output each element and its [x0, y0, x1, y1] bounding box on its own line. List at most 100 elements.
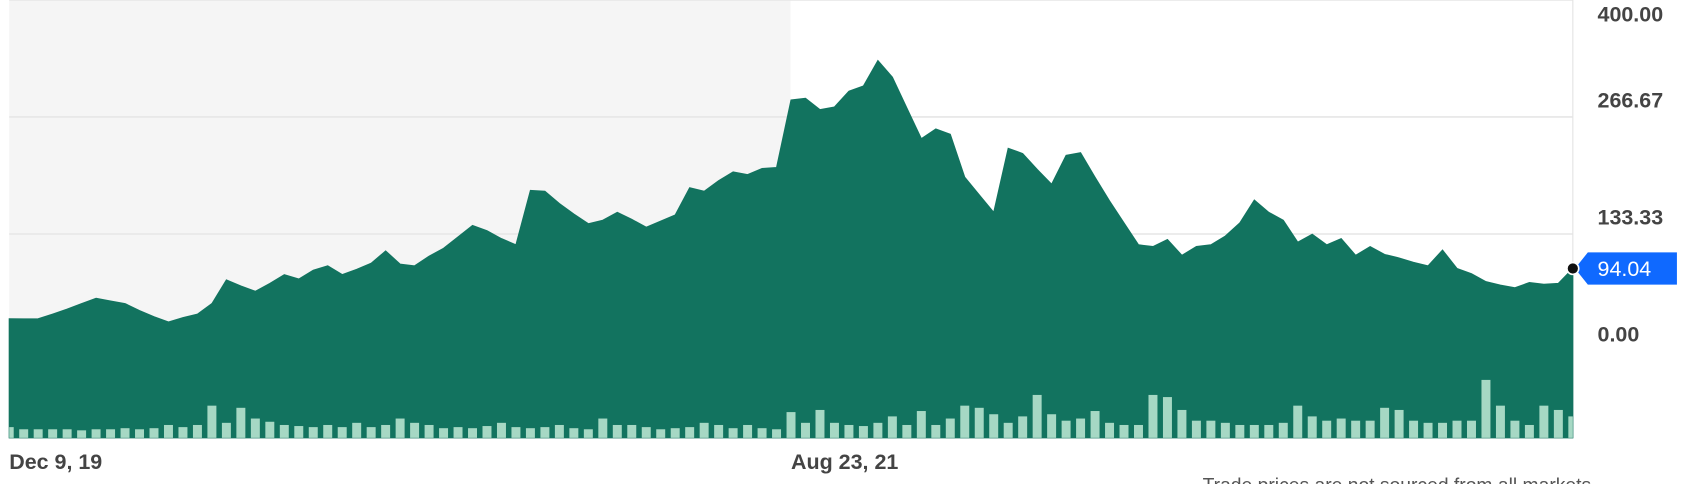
volume-bar [1322, 420, 1332, 438]
volume-bar [1293, 405, 1303, 438]
x-tick-label: Dec 9, 19 [9, 450, 102, 474]
volume-bar [554, 424, 564, 438]
y-tick-label: 133.33 [1598, 205, 1664, 229]
volume-bar [728, 428, 738, 438]
volume-bar [250, 418, 260, 438]
volume-bar [1119, 424, 1129, 438]
y-tick-label: 400.00 [1598, 2, 1664, 26]
volume-bar [1235, 424, 1245, 438]
price-area [8, 59, 1574, 439]
volume-bar [1510, 420, 1520, 438]
volume-bar [1365, 420, 1375, 438]
volume-bar [1148, 394, 1158, 438]
volume-bar [1380, 407, 1390, 438]
volume-bar [294, 426, 304, 438]
volume-bar [149, 428, 159, 438]
volume-bar [9, 427, 14, 438]
volume-bar [1177, 409, 1187, 438]
volume-bar [786, 412, 796, 438]
axes: 0.00 133.33 266.67 400.00 Dec 9, 19 Aug 23, 2… [9, 2, 1677, 474]
volume-bar [945, 418, 955, 438]
volume-bar [77, 430, 87, 438]
volume-bar [352, 422, 362, 438]
volume-bar [916, 411, 926, 438]
volume-bar [960, 405, 970, 438]
volume-bar [1423, 422, 1433, 438]
volume-bar [743, 424, 753, 438]
volume-bar [1278, 422, 1288, 438]
volume-bar [801, 422, 810, 438]
volume-bar [178, 427, 188, 438]
volume-bar [1481, 379, 1491, 438]
volume-bar [670, 428, 680, 438]
volume-bar [1105, 422, 1115, 438]
volume-bar [511, 427, 521, 438]
volume-bar [1351, 420, 1361, 438]
volume-bar [583, 429, 593, 438]
volume-bar [1018, 416, 1028, 438]
volume-bar [279, 424, 289, 438]
volume-bar [1047, 414, 1057, 438]
volume-bar [1539, 405, 1549, 438]
volume-bar [1524, 424, 1534, 438]
volume-bar [381, 424, 391, 438]
volume-bar [120, 428, 130, 438]
volume-bar [714, 424, 724, 438]
volume-bar [887, 416, 897, 438]
volume-bar [48, 429, 58, 438]
volume-bar [1003, 422, 1013, 438]
volume-bar [815, 409, 825, 438]
x-tick-label: Aug 23, 21 [791, 450, 898, 474]
volume-bar [424, 424, 434, 438]
volume-bar [829, 422, 839, 438]
volume-bar [135, 429, 145, 438]
volume-bar [598, 418, 608, 438]
volume-bar [569, 428, 579, 438]
volume-bar [207, 405, 217, 438]
volume-bar [1162, 397, 1172, 438]
volume-bar [1495, 405, 1505, 438]
volume-bar [699, 422, 709, 438]
volume-bar [265, 421, 275, 438]
volume-bar [902, 424, 912, 438]
volume-bar [873, 422, 883, 438]
last-price-label: 94.04 [1598, 257, 1652, 281]
volume-bar [641, 427, 651, 438]
volume-bar [496, 422, 506, 438]
volume-bar [1206, 420, 1216, 438]
volume-bar [308, 427, 318, 438]
volume-bar [221, 422, 231, 438]
volume-bar [19, 429, 29, 438]
volume-bar [1553, 409, 1563, 438]
volume-bar [1409, 420, 1419, 438]
volume-bar [410, 422, 420, 438]
volume-bar [1032, 394, 1042, 438]
volume-bar [656, 429, 666, 438]
y-tick-label: 0.00 [1598, 322, 1640, 346]
volume-bar [1090, 411, 1100, 438]
volume-bar [989, 414, 999, 438]
volume-bar [468, 428, 477, 438]
volume-bar [540, 427, 550, 438]
volume-bar [91, 429, 101, 438]
volume-bar [612, 424, 622, 438]
volume-bar [337, 427, 347, 438]
volume-bar [627, 424, 637, 438]
volume-bar [1452, 420, 1462, 438]
volume-bar [772, 429, 782, 438]
volume-bar [482, 426, 492, 438]
volume-bar [1307, 416, 1317, 438]
volume-bar [163, 424, 173, 438]
volume-bar [1466, 420, 1476, 438]
last-price-dot [1566, 261, 1580, 276]
volume-bar [1191, 420, 1201, 438]
y-tick-label: 266.67 [1598, 88, 1664, 112]
volume-bar [1220, 422, 1230, 438]
volume-bar [1264, 424, 1274, 438]
plot [8, 59, 1574, 439]
volume-bar [33, 429, 43, 438]
volume-bar [1249, 424, 1259, 438]
footnote: Trade prices are not sourced from all ma… [1203, 476, 1592, 484]
